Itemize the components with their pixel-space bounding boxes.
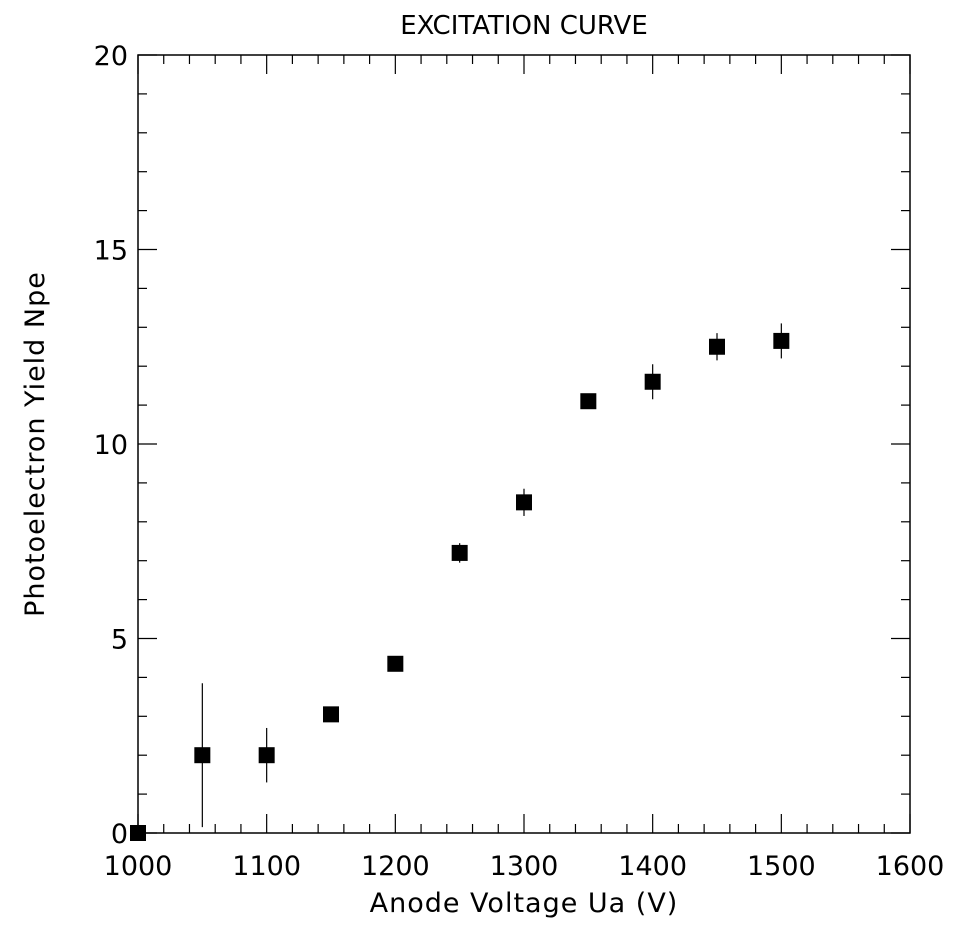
data-point [580, 393, 597, 410]
x-tick-label: 1100 [232, 851, 301, 882]
data-point [451, 544, 468, 561]
axis-ticks [137, 54, 911, 834]
chart-title: EXCITATION CURVE [400, 11, 648, 41]
data-point [516, 494, 532, 511]
data-point [644, 373, 661, 390]
y-tick-label: 15 [94, 236, 128, 267]
x-tick-label: 1400 [618, 851, 687, 882]
data-point [387, 655, 404, 672]
y-tick-label: 5 [111, 625, 128, 656]
data-markers [130, 332, 790, 841]
y-axis-label: Photoelectron Yield Npe [20, 271, 51, 617]
x-tick-label: 1000 [104, 851, 173, 882]
data-point [709, 338, 725, 355]
data-point [323, 706, 339, 723]
x-tick-label: 1300 [490, 851, 559, 882]
x-tick-label: 1200 [361, 851, 430, 882]
data-point [258, 747, 275, 764]
data-point [130, 825, 146, 841]
y-tick-label: 10 [94, 430, 128, 461]
y-tick-label: 0 [111, 819, 128, 850]
x-axis-label: Anode Voltage Ua (V) [370, 888, 679, 919]
data-point [194, 747, 211, 764]
axis-tick-labels: 1000 1100 1200 1300 1400 1500 1600 0 5 10 15 20 [94, 41, 945, 882]
error-bars [201, 323, 782, 828]
x-tick-label: 1500 [747, 851, 816, 882]
x-tick-label: 1600 [876, 851, 945, 882]
plot-frame [137, 54, 911, 834]
data-point [773, 332, 790, 349]
y-tick-label: 20 [94, 41, 128, 72]
